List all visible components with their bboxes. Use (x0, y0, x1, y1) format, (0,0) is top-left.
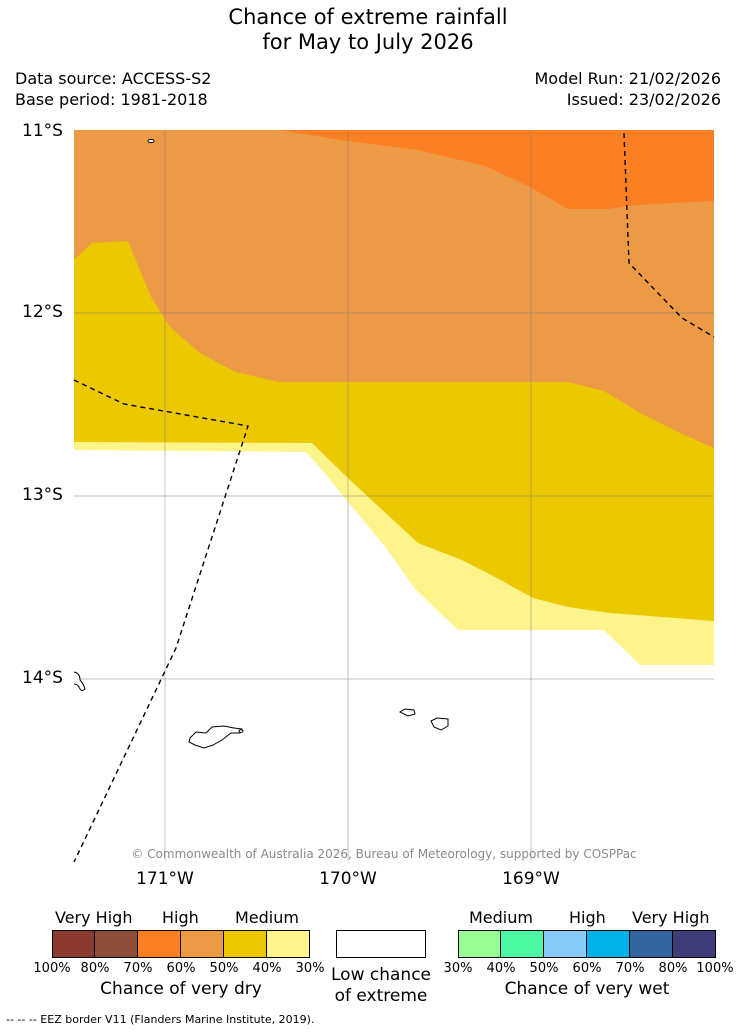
legend-wet-tick: 80% (658, 961, 688, 976)
legend-wet-tick: 50% (529, 961, 559, 976)
data-source-label: Data source: ACCESS-S2 (15, 69, 212, 88)
legend-wet-tick: 70% (615, 961, 645, 976)
copyright-notice: © Commonwealth of Australia 2026, Bureau… (131, 847, 637, 861)
legend-low-chance-swatch (336, 930, 426, 958)
island-coast-left (73, 671, 86, 691)
legend-dry-swatch-2 (95, 930, 138, 958)
legend-wet-tick: 40% (486, 961, 516, 976)
legend-dry-tick: 80% (80, 961, 110, 976)
issued-label: Issued: 23/02/2026 (566, 90, 721, 109)
legend-wet-swatch-4 (587, 930, 630, 958)
island-swains (147, 138, 155, 144)
lat-label-14s: 14°S (22, 668, 63, 688)
medium-high-dry-region (74, 130, 714, 448)
eez-border (73, 132, 715, 863)
legend-dry-swatch-1 (52, 930, 95, 958)
eez-footnote: -- -- -- EEZ border V11 (Flanders Marine… (6, 1013, 315, 1026)
lon-label-170w: 170°W (319, 869, 377, 889)
legend-dry-tick: 70% (123, 961, 153, 976)
legend-dry-swatch-4 (181, 930, 224, 958)
legend-low-chance-caption-2: of extreme (334, 986, 428, 1006)
legend-dry-very-high: Very High (55, 908, 133, 927)
model-run-label: Model Run: 21/02/2026 (534, 69, 722, 88)
legend-wet-very-high: Very High (632, 908, 710, 927)
islands (73, 138, 449, 749)
legend-low-chance-caption-1: Low chance (331, 965, 431, 985)
legend-dry-tick: 50% (209, 961, 239, 976)
lat-label-11s: 11°S (22, 121, 63, 141)
legend-dry-tick: 40% (252, 961, 282, 976)
legend-wet-swatch-3 (544, 930, 587, 958)
legend-dry-medium: Medium (235, 908, 299, 927)
island-aunuu (238, 729, 244, 733)
lat-label-12s: 12°S (22, 302, 63, 322)
island-tutuila (188, 725, 243, 749)
legend-wet-swatch-1 (458, 930, 501, 958)
lon-label-171w: 171°W (136, 869, 194, 889)
lat-label-13s: 13°S (22, 485, 63, 505)
map-title-line1: Chance of extreme rainfall (228, 5, 508, 29)
legend-wet-medium: Medium (469, 908, 533, 927)
base-period-label: Base period: 1981-2018 (15, 90, 208, 109)
legend-wet-swatch-6 (673, 930, 716, 958)
legend-dry-swatch-6 (267, 930, 310, 958)
legend-dry-tick: 60% (166, 961, 196, 976)
legend-wet-high: High (569, 908, 606, 927)
legend-dry-caption: Chance of very dry (100, 979, 262, 999)
legend-dry-swatch-5 (224, 930, 267, 958)
island-tau (430, 717, 449, 731)
lon-label-169w: 169°W (502, 869, 560, 889)
island-ofu-olosega (398, 708, 416, 717)
legend-dry-tick: 30% (295, 961, 325, 976)
legend-wet-tick: 60% (572, 961, 602, 976)
legend-dry-high: High (162, 908, 199, 927)
legend-dry-tick: 100% (33, 961, 71, 976)
legend-wet-tick: 100% (696, 961, 734, 976)
high-dry-region (280, 130, 714, 209)
legend-wet-caption: Chance of very wet (504, 979, 670, 999)
legend-wet-swatch-2 (501, 930, 544, 958)
legend-wet-swatch-5 (630, 930, 673, 958)
gridlines (74, 130, 714, 860)
legend-wet-tick: 30% (443, 961, 473, 976)
legend-dry-swatch-3 (138, 930, 181, 958)
map-title-line2: for May to July 2026 (262, 30, 474, 54)
